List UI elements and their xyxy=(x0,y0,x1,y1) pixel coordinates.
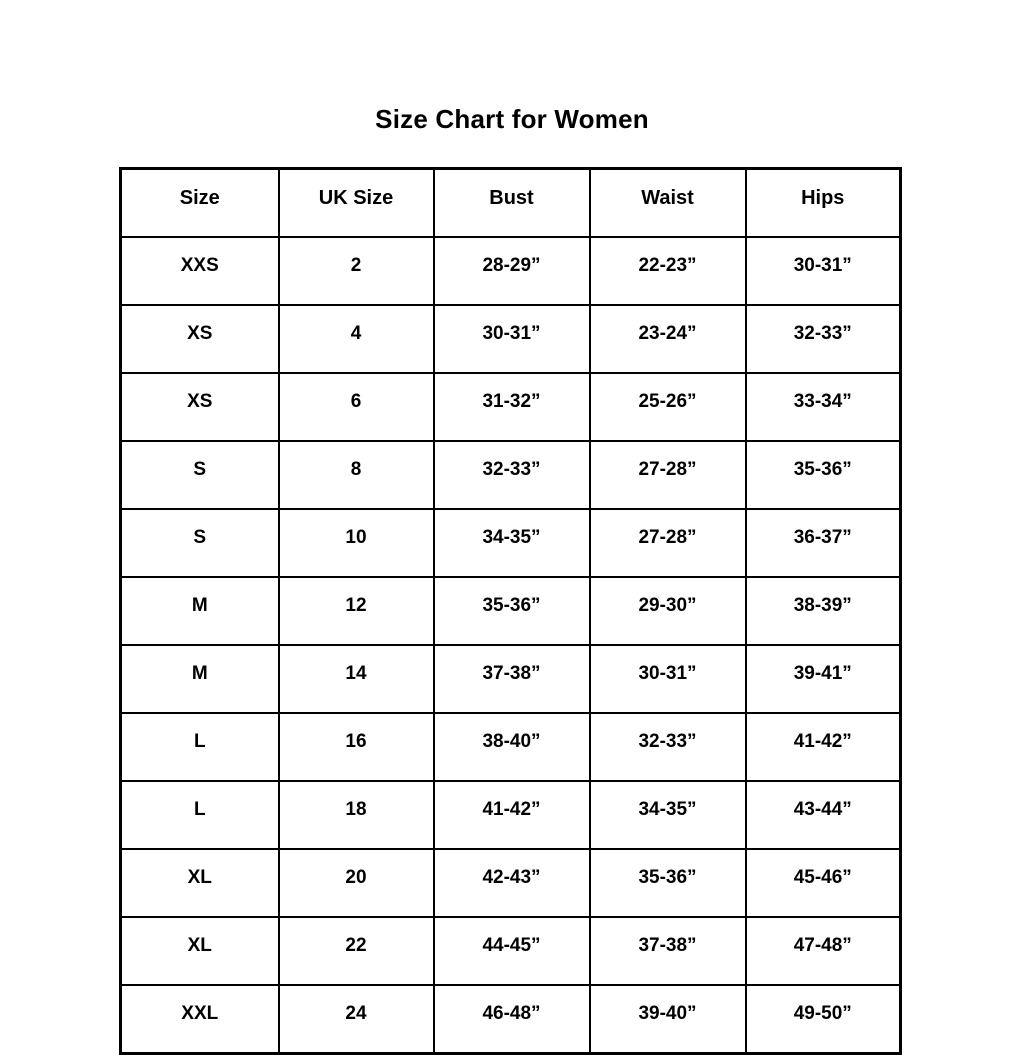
cell-waist: 29-30” xyxy=(588,576,747,646)
table-header-row: Size UK Size Bust Waist Hips xyxy=(119,167,902,238)
column-header-size: Size xyxy=(119,167,280,238)
cell-hips: 33-34” xyxy=(744,372,902,442)
size-chart-page: Size Chart for Women Size UK Size Bust W… xyxy=(119,104,902,1055)
table-row: XL 22 44-45” 37-38” 47-48” xyxy=(119,916,902,986)
table-row: S 10 34-35” 27-28” 36-37” xyxy=(119,508,902,578)
cell-waist: 39-40” xyxy=(588,984,747,1055)
cell-bust: 34-35” xyxy=(432,508,591,578)
cell-hips: 30-31” xyxy=(744,236,902,306)
cell-waist: 27-28” xyxy=(588,440,747,510)
cell-waist: 35-36” xyxy=(588,848,747,918)
cell-bust: 31-32” xyxy=(432,372,591,442)
cell-waist: 37-38” xyxy=(588,916,747,986)
table-row: S 8 32-33” 27-28” 35-36” xyxy=(119,440,902,510)
cell-uk: 8 xyxy=(277,440,435,510)
size-chart-table: Size UK Size Bust Waist Hips XXS 2 28-29… xyxy=(119,167,902,1055)
cell-uk: 10 xyxy=(277,508,435,578)
cell-uk: 20 xyxy=(277,848,435,918)
page-title: Size Chart for Women xyxy=(375,104,649,134)
cell-bust: 37-38” xyxy=(432,644,591,714)
cell-hips: 47-48” xyxy=(744,916,902,986)
cell-uk: 6 xyxy=(277,372,435,442)
column-header-hips: Hips xyxy=(744,167,902,238)
cell-uk: 4 xyxy=(277,304,435,374)
cell-bust: 38-40” xyxy=(432,712,591,782)
table-header: Size UK Size Bust Waist Hips xyxy=(119,167,902,238)
table-row: XXS 2 28-29” 22-23” 30-31” xyxy=(119,236,902,306)
cell-hips: 49-50” xyxy=(744,984,902,1055)
table-row: XL 20 42-43” 35-36” 45-46” xyxy=(119,848,902,918)
table-row: M 14 37-38” 30-31” 39-41” xyxy=(119,644,902,714)
cell-waist: 27-28” xyxy=(588,508,747,578)
cell-bust: 44-45” xyxy=(432,916,591,986)
size-chart-table-container: Size UK Size Bust Waist Hips XXS 2 28-29… xyxy=(119,167,902,1055)
cell-bust: 32-33” xyxy=(432,440,591,510)
column-header-uk-size: UK Size xyxy=(277,167,435,238)
cell-uk: 18 xyxy=(277,780,435,850)
cell-size: L xyxy=(119,712,280,782)
cell-bust: 30-31” xyxy=(432,304,591,374)
cell-bust: 42-43” xyxy=(432,848,591,918)
table-row: XS 4 30-31” 23-24” 32-33” xyxy=(119,304,902,374)
cell-size: XXS xyxy=(119,236,280,306)
cell-hips: 32-33” xyxy=(744,304,902,374)
cell-size: XS xyxy=(119,372,280,442)
cell-waist: 34-35” xyxy=(588,780,747,850)
cell-uk: 12 xyxy=(277,576,435,646)
cell-size: XL xyxy=(119,916,280,986)
cell-bust: 41-42” xyxy=(432,780,591,850)
cell-bust: 35-36” xyxy=(432,576,591,646)
cell-hips: 39-41” xyxy=(744,644,902,714)
cell-hips: 35-36” xyxy=(744,440,902,510)
table-body: XXS 2 28-29” 22-23” 30-31” XS 4 30-31” 2… xyxy=(119,236,902,1055)
cell-size: S xyxy=(119,440,280,510)
cell-waist: 32-33” xyxy=(588,712,747,782)
table-row: XS 6 31-32” 25-26” 33-34” xyxy=(119,372,902,442)
cell-bust: 46-48” xyxy=(432,984,591,1055)
cell-waist: 30-31” xyxy=(588,644,747,714)
cell-hips: 45-46” xyxy=(744,848,902,918)
table-row: L 16 38-40” 32-33” 41-42” xyxy=(119,712,902,782)
cell-uk: 24 xyxy=(277,984,435,1055)
table-row: XXL 24 46-48” 39-40” 49-50” xyxy=(119,984,902,1055)
table-row: L 18 41-42” 34-35” 43-44” xyxy=(119,780,902,850)
cell-bust: 28-29” xyxy=(432,236,591,306)
table-row: M 12 35-36” 29-30” 38-39” xyxy=(119,576,902,646)
cell-hips: 43-44” xyxy=(744,780,902,850)
column-header-waist: Waist xyxy=(588,167,747,238)
cell-hips: 36-37” xyxy=(744,508,902,578)
cell-size: XL xyxy=(119,848,280,918)
cell-waist: 25-26” xyxy=(588,372,747,442)
cell-hips: 41-42” xyxy=(744,712,902,782)
cell-hips: 38-39” xyxy=(744,576,902,646)
column-header-bust: Bust xyxy=(432,167,591,238)
cell-size: S xyxy=(119,508,280,578)
cell-size: L xyxy=(119,780,280,850)
cell-uk: 14 xyxy=(277,644,435,714)
cell-size: XS xyxy=(119,304,280,374)
cell-waist: 23-24” xyxy=(588,304,747,374)
cell-uk: 2 xyxy=(277,236,435,306)
cell-size: M xyxy=(119,576,280,646)
cell-waist: 22-23” xyxy=(588,236,747,306)
cell-uk: 22 xyxy=(277,916,435,986)
cell-size: M xyxy=(119,644,280,714)
cell-size: XXL xyxy=(119,984,280,1055)
cell-uk: 16 xyxy=(277,712,435,782)
